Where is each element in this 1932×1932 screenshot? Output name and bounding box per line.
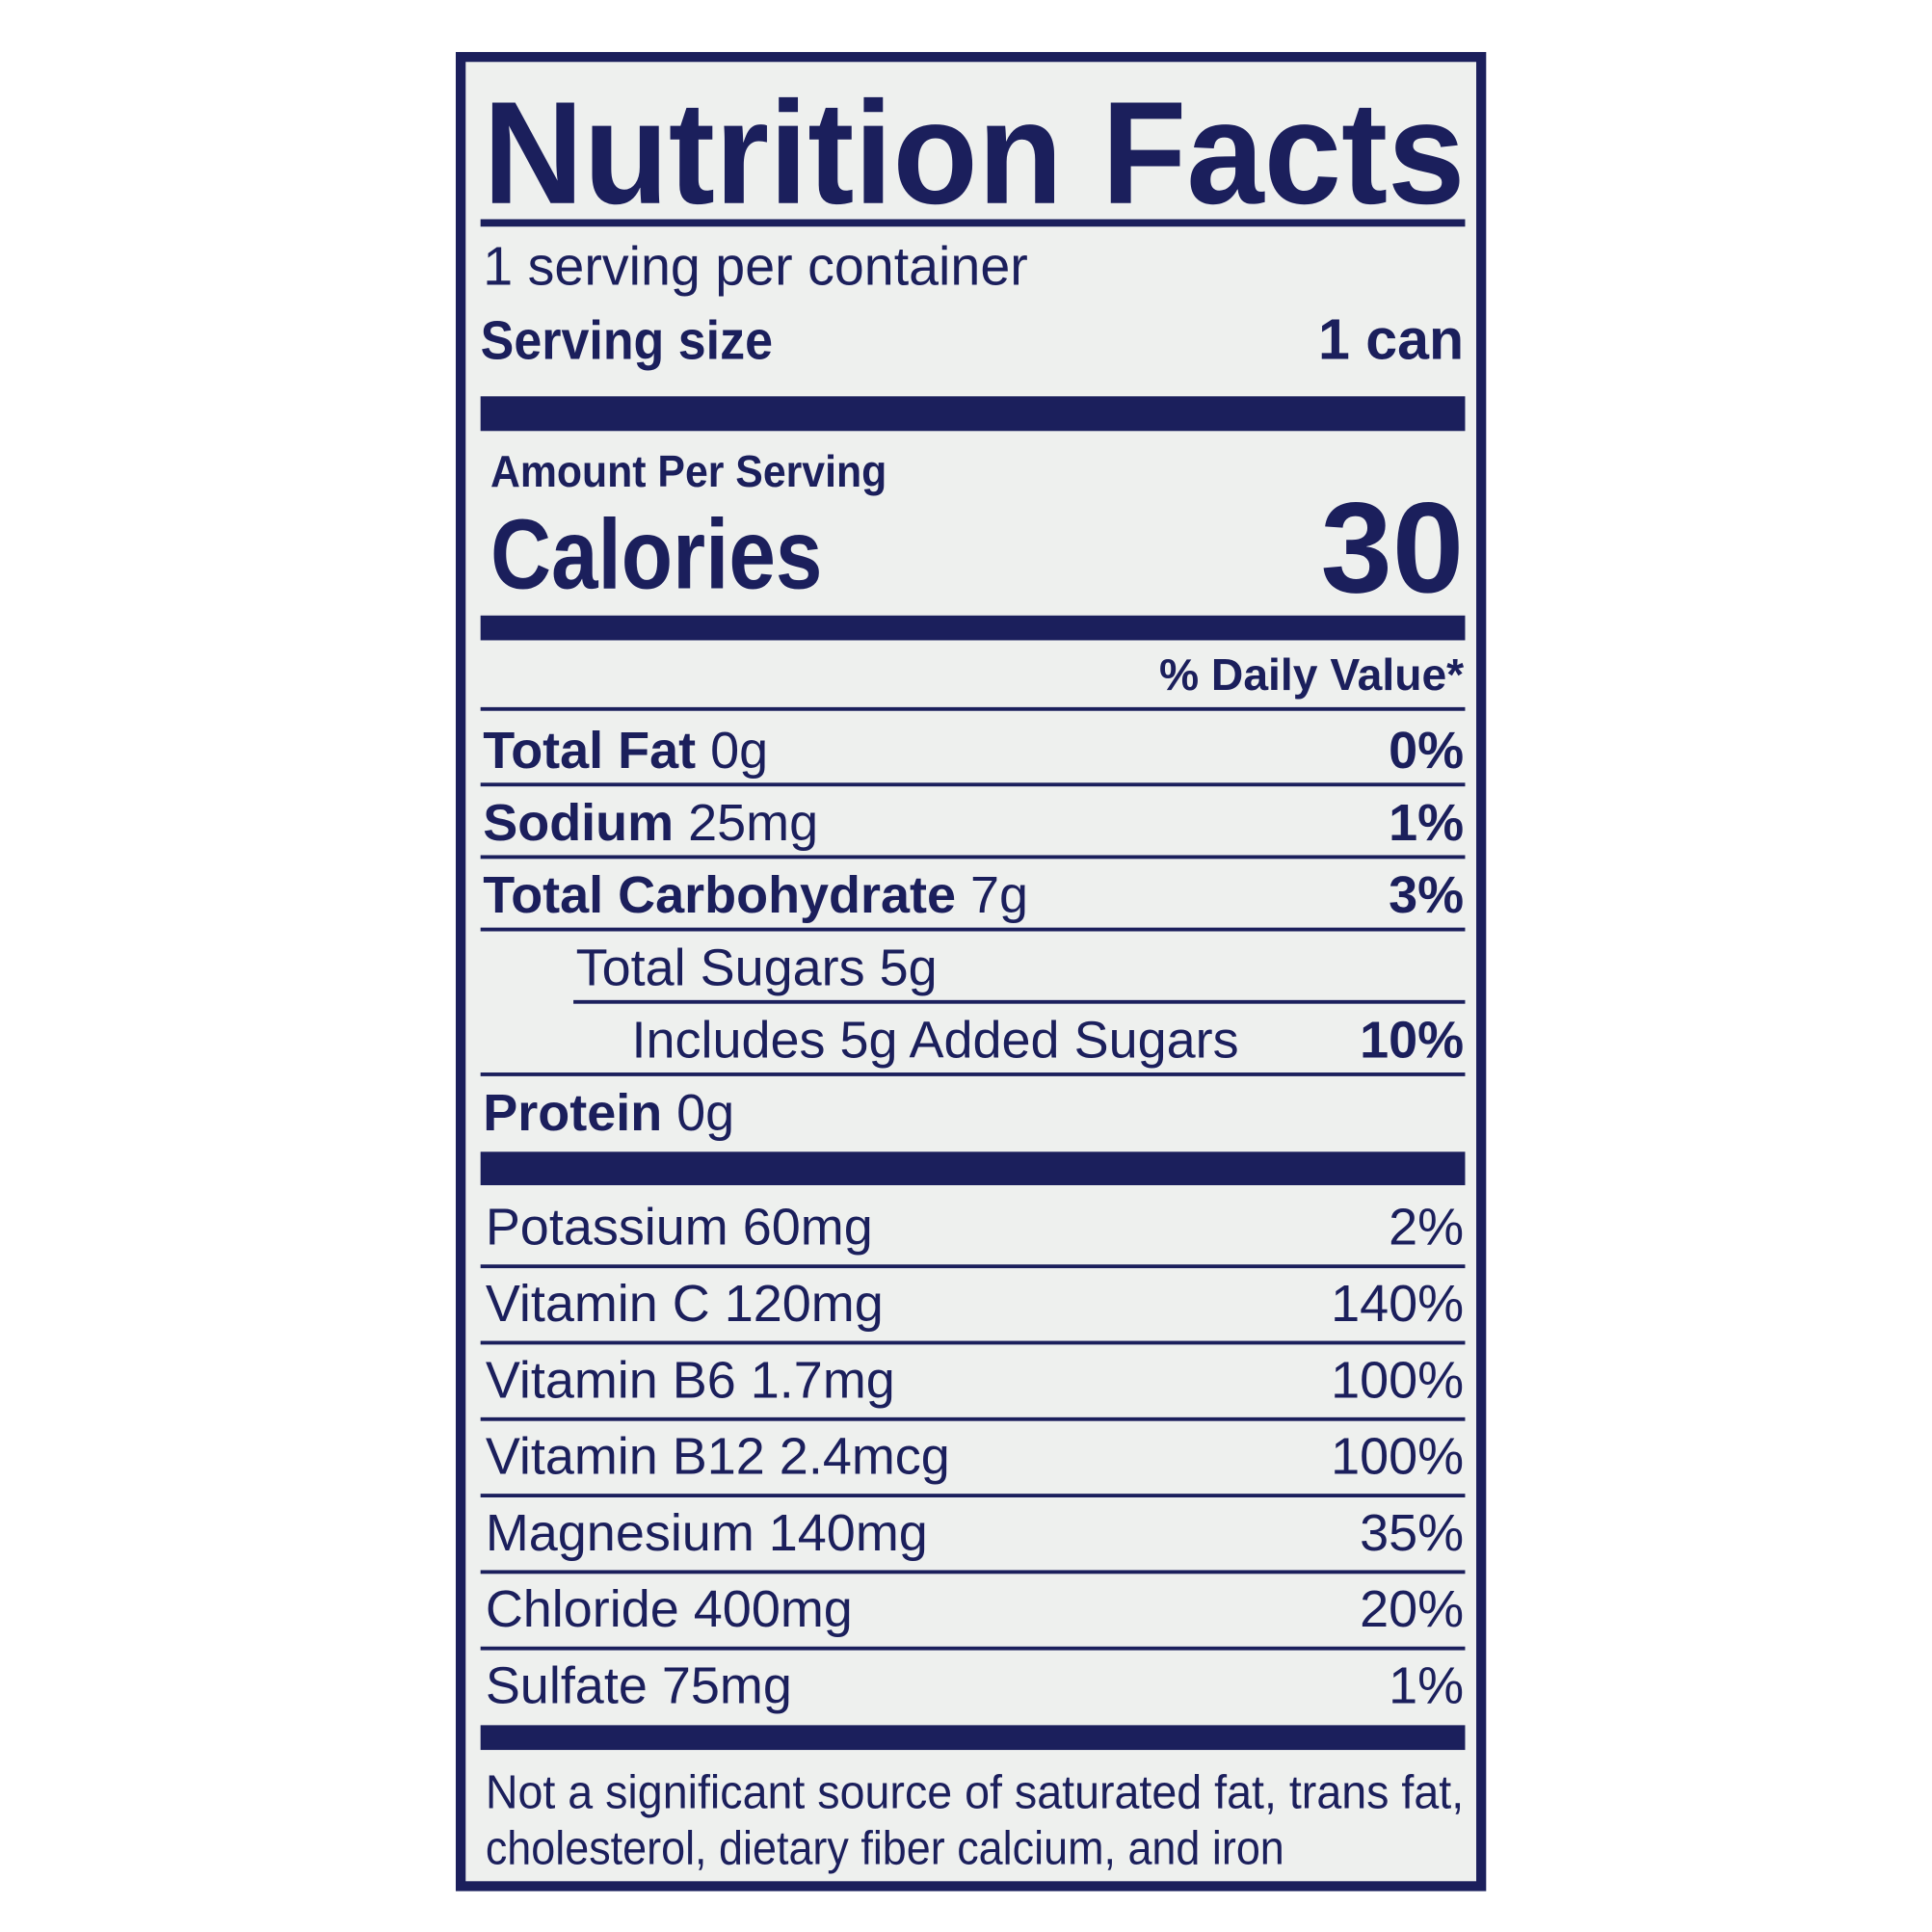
rule bbox=[480, 706, 1466, 711]
mineral-dv: 35% bbox=[1360, 1504, 1464, 1562]
nutrient-dv: 1% bbox=[1389, 794, 1464, 852]
label-border bbox=[455, 51, 1487, 1892]
mineral-dv: 100% bbox=[1331, 1428, 1464, 1486]
mineral-name: Chloride 400mg bbox=[486, 1580, 853, 1638]
calories-label: Calories bbox=[490, 498, 822, 609]
nutrient-name: Sodium bbox=[483, 794, 674, 852]
rule bbox=[480, 1340, 1466, 1345]
rule bbox=[480, 1570, 1466, 1575]
nutrient-dv: 0% bbox=[1389, 722, 1464, 780]
thick-rule bbox=[480, 1725, 1466, 1751]
mineral-dv: 1% bbox=[1389, 1656, 1464, 1714]
footnote-line: Not a significant source of saturated fa… bbox=[486, 1766, 1464, 1818]
nutrient-row: Total Carbohydrate 7g bbox=[483, 866, 1028, 924]
mineral-name: Potassium 60mg bbox=[486, 1199, 873, 1257]
thick-rule bbox=[480, 615, 1466, 641]
nutrient-name: Includes 5g Added Sugars bbox=[631, 1012, 1238, 1070]
nutrient-amount: 25mg bbox=[688, 794, 818, 852]
serving-size-label: Serving size bbox=[481, 310, 773, 371]
nutrient-row: Protein 0g bbox=[483, 1084, 734, 1142]
footnote-line: cholesterol, dietary fiber calcium, and … bbox=[486, 1822, 1284, 1874]
mineral-dv: 100% bbox=[1331, 1351, 1464, 1409]
rule bbox=[480, 219, 1466, 227]
mineral-dv: 140% bbox=[1331, 1275, 1464, 1333]
nutrient-name: Total Carbohydrate bbox=[483, 866, 956, 924]
calories-value: 30 bbox=[1321, 476, 1465, 620]
rule bbox=[480, 1264, 1466, 1269]
title: Nutrition Facts bbox=[483, 72, 1465, 235]
mineral-name: Vitamin C 120mg bbox=[486, 1275, 884, 1333]
mineral-name: Magnesium 140mg bbox=[486, 1504, 928, 1562]
servings: 1 serving per container bbox=[483, 236, 1028, 297]
daily-value-header: % Daily Value* bbox=[1159, 649, 1464, 700]
rule bbox=[480, 1646, 1466, 1651]
rule bbox=[480, 1416, 1466, 1421]
nutrient-amount: 7g bbox=[970, 866, 1028, 924]
rule bbox=[480, 927, 1466, 932]
thick-rule bbox=[480, 1151, 1466, 1185]
mineral-dv: 20% bbox=[1360, 1580, 1464, 1638]
nutrient-row: Sodium 25mg bbox=[483, 794, 818, 852]
nutrient-dv: 10% bbox=[1360, 1012, 1464, 1070]
nutrient-row: Total Fat 0g bbox=[483, 722, 768, 780]
nutrient-amount: 0g bbox=[676, 1084, 734, 1142]
nutrient-name: Total Sugars bbox=[576, 939, 865, 996]
mineral-name: Vitamin B12 2.4mcg bbox=[486, 1428, 950, 1486]
amount-per-serving: Amount Per Serving bbox=[490, 446, 887, 496]
rule bbox=[573, 999, 1466, 1004]
nutrient-amount: 5g bbox=[880, 939, 938, 996]
mineral-name: Vitamin B6 1.7mg bbox=[486, 1351, 895, 1409]
nutrient-row: Total Sugars 5g bbox=[576, 939, 938, 996]
rule bbox=[480, 1072, 1466, 1076]
thick-rule bbox=[480, 396, 1466, 432]
rule bbox=[480, 855, 1466, 860]
serving-size-value: 1 can bbox=[1318, 307, 1464, 372]
mineral-name: Sulfate 75mg bbox=[486, 1656, 792, 1714]
nutrient-amount: 0g bbox=[710, 722, 768, 780]
nutrient-dv: 3% bbox=[1389, 866, 1464, 924]
mineral-dv: 2% bbox=[1389, 1199, 1464, 1257]
nutrient-name: Total Fat bbox=[483, 722, 696, 780]
nutrient-name: Protein bbox=[483, 1084, 662, 1142]
rule bbox=[480, 1494, 1466, 1498]
rule bbox=[480, 782, 1466, 787]
nutrient-row: Includes 5g Added Sugars bbox=[631, 1012, 1238, 1070]
